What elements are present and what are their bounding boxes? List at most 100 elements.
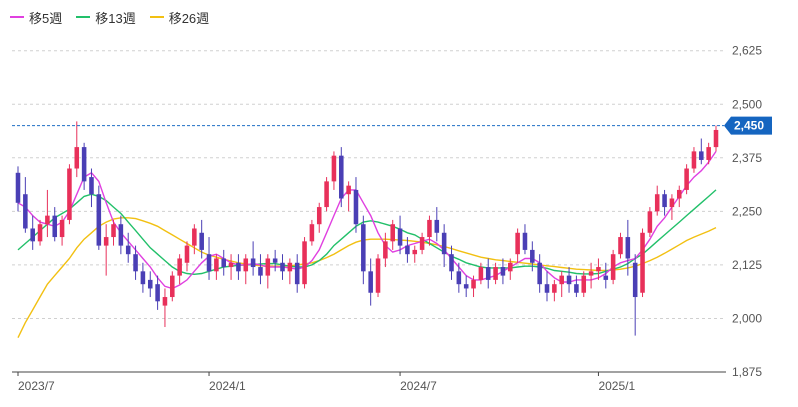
candle-body	[147, 279, 153, 289]
candle-up	[37, 219, 43, 246]
candle-up	[618, 232, 623, 259]
candle-body	[37, 224, 43, 242]
candle-body	[581, 275, 587, 293]
candle-up	[192, 224, 197, 255]
candle-body	[699, 151, 704, 160]
candle-up	[713, 125, 719, 152]
candle-up	[427, 215, 432, 246]
candle-up	[478, 262, 484, 285]
candle-body	[103, 237, 109, 246]
current-price-label: 2,450	[734, 119, 764, 133]
candle-down	[221, 249, 227, 276]
candle-body	[632, 262, 638, 298]
candle-up	[74, 121, 80, 178]
candle-body	[287, 262, 293, 272]
candle-up	[346, 181, 351, 212]
candle-body	[427, 219, 432, 238]
candle-down	[96, 185, 102, 250]
candle-body	[449, 254, 454, 272]
candle-body	[45, 215, 50, 225]
legend-item-ma5[interactable]: 移5週	[10, 8, 62, 27]
candle-up	[184, 241, 190, 272]
candle-up	[214, 254, 219, 280]
candle-up	[412, 245, 418, 263]
candle-down	[118, 215, 124, 255]
candle-body	[199, 232, 204, 250]
candle-body	[353, 189, 359, 225]
candle-body	[331, 155, 337, 182]
legend-swatch-ma26	[149, 16, 164, 18]
candle-up	[67, 164, 72, 225]
legend-item-ma13[interactable]: 移13週	[76, 8, 136, 27]
x-tick-label: 2024/1	[209, 379, 246, 393]
candle-down	[147, 271, 153, 298]
candle-up	[383, 232, 388, 268]
candle-body	[309, 224, 315, 242]
candle-body	[559, 275, 564, 285]
candle-body	[155, 284, 160, 302]
candle-body	[375, 258, 381, 293]
candle-body	[530, 249, 535, 263]
candle-body	[272, 258, 278, 263]
candle-down	[353, 177, 359, 233]
candle-down	[155, 275, 160, 310]
candle-up	[640, 228, 645, 298]
candle-down	[632, 254, 638, 336]
candle-body	[111, 224, 116, 238]
candle-down	[52, 207, 58, 242]
candle-down	[566, 267, 572, 293]
candle-down	[574, 275, 579, 298]
candle-down	[522, 224, 528, 255]
candle-down	[30, 215, 35, 250]
legend-item-ma26[interactable]: 移26週	[149, 8, 209, 27]
candle-up	[552, 279, 557, 302]
candle-up	[302, 237, 307, 289]
candle-up	[654, 185, 660, 216]
candle-up	[103, 224, 109, 276]
candle-up	[610, 249, 616, 285]
candle-body	[419, 237, 425, 250]
candle-up	[265, 254, 271, 289]
candle-body	[221, 258, 227, 268]
candle-body	[471, 279, 476, 289]
x-axis-ticks: 2023/7 2024/1 2024/7 2025/1	[17, 372, 635, 393]
y-tick-label: 2,375	[732, 151, 762, 165]
candle-down	[405, 237, 410, 263]
candle-body	[67, 168, 72, 220]
candle-up	[419, 232, 425, 255]
candle-body	[640, 232, 645, 293]
candle-body	[397, 228, 403, 246]
legend-swatch-ma5	[10, 16, 24, 18]
x-tick-label: 2023/7	[18, 379, 55, 393]
candle-down	[456, 262, 462, 293]
legend-label-ma5: 移5週	[29, 10, 63, 26]
candle-body	[390, 224, 395, 242]
candle-body	[96, 194, 102, 246]
candle-down	[441, 224, 447, 268]
candle-up	[493, 262, 498, 285]
candle-down	[236, 254, 241, 280]
candle-body	[265, 258, 271, 276]
candle-up	[375, 254, 381, 298]
candle-body	[500, 267, 506, 276]
candle-body	[294, 262, 300, 285]
candle-body	[574, 284, 579, 293]
y-tick-label: 2,125	[732, 258, 762, 272]
candle-body	[706, 147, 711, 160]
legend-swatch-ma13	[76, 16, 91, 18]
candle-up	[170, 271, 175, 302]
candle-body	[250, 258, 256, 268]
candle-down	[206, 237, 212, 280]
candle-down	[272, 249, 278, 272]
candle-body	[588, 271, 594, 276]
candle-body	[537, 262, 542, 285]
candle-down	[133, 245, 138, 280]
candle-down	[23, 177, 28, 233]
candle-body	[434, 219, 440, 233]
candle-down	[199, 219, 204, 259]
current-price-line: 2,450	[12, 116, 772, 135]
candle-down	[463, 275, 469, 298]
candle-body	[324, 181, 329, 208]
candle-down	[361, 215, 366, 285]
candle-down	[485, 258, 491, 289]
